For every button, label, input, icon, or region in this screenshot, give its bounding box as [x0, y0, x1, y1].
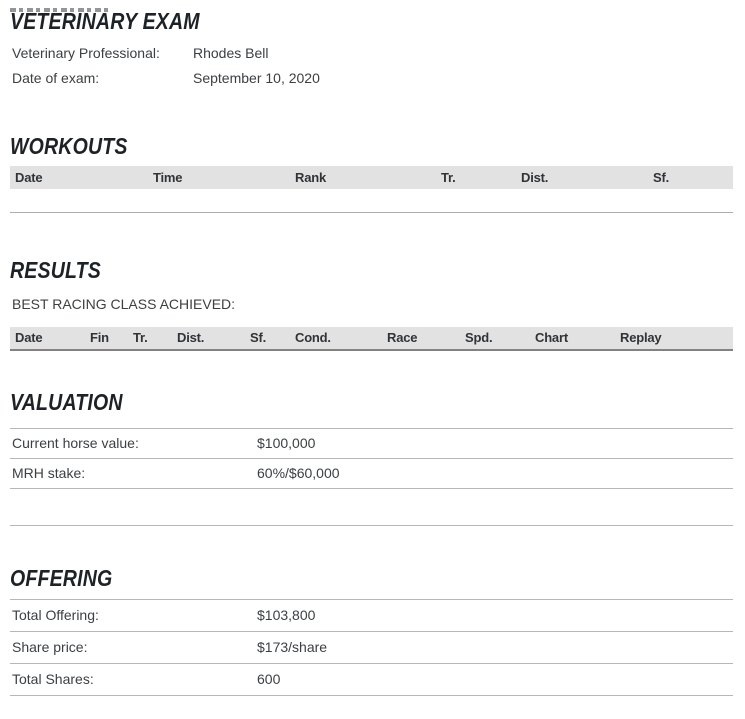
row-value: 60%/$60,000: [257, 465, 340, 481]
best-racing-class-label: BEST RACING CLASS ACHIEVED:: [12, 295, 236, 312]
column-header-race: Race: [382, 326, 460, 351]
offering-detail-page: VETERINARY EXAM Veterinary Professional:…: [0, 8, 745, 719]
row-value: $100,000: [257, 435, 316, 451]
row-value: 600: [257, 671, 281, 687]
vet-exam-rows: Veterinary Professional: Rhodes Bell Dat…: [10, 40, 733, 90]
section-title: VETERINARY EXAM: [10, 8, 200, 34]
section-workouts-heading: WORKOUTS: [10, 133, 733, 159]
column-header-cond: Cond.: [290, 326, 382, 351]
valuation-empty-row: [10, 489, 733, 526]
column-header-dist: Dist.: [172, 326, 245, 351]
current-horse-value-row: Current horse value: $100,000: [10, 429, 733, 459]
column-header-sf: Sf.: [245, 326, 290, 351]
results-table: Date Fin Tr. Dist. Sf. Cond. Race Spd. C…: [10, 326, 733, 351]
exam-date-row: Date of exam: September 10, 2020: [10, 65, 733, 90]
column-header-time: Time: [148, 166, 290, 189]
row-value: Rhodes Bell: [193, 44, 269, 61]
column-header-tr: Tr.: [436, 166, 516, 189]
section-title: WORKOUTS: [10, 133, 128, 159]
row-value: $103,800: [257, 607, 316, 623]
row-label: Veterinary Professional:: [12, 44, 160, 61]
workouts-empty-row: [10, 189, 733, 213]
total-offering-row: Total Offering: $103,800: [10, 600, 733, 632]
section-valuation-heading: VALUATION: [10, 389, 733, 415]
row-label: Share price:: [12, 639, 88, 655]
vet-professional-row: Veterinary Professional: Rhodes Bell: [10, 40, 733, 65]
section-title: OFFERING: [10, 564, 113, 591]
row-label: Date of exam:: [12, 69, 100, 86]
column-header-tr: Tr.: [128, 326, 172, 351]
column-header-chart: Chart: [530, 326, 615, 351]
column-header-fin: Fin: [85, 326, 128, 351]
offering-table: Total Offering: $103,800 Share price: $1…: [10, 598, 733, 696]
column-header-dist: Dist.: [516, 166, 648, 189]
share-price-row: Share price: $173/share: [10, 632, 733, 664]
workouts-header-row: Date Time Rank Tr. Dist. Sf.: [10, 166, 733, 189]
clipped-text-sliver: [10, 8, 110, 12]
row-label: Total Shares:: [12, 671, 94, 687]
workouts-table: Date Time Rank Tr. Dist. Sf.: [10, 166, 733, 213]
row-value: $173/share: [257, 639, 328, 655]
section-veterinary-exam-heading: VETERINARY EXAM: [10, 8, 733, 34]
column-header-date: Date: [10, 326, 85, 351]
column-header-rank: Rank: [290, 166, 436, 189]
row-label: Total Offering:: [12, 607, 99, 623]
row-label: MRH stake:: [12, 465, 86, 481]
section-offering-heading: OFFERING: [10, 565, 733, 591]
results-header-row: Date Fin Tr. Dist. Sf. Cond. Race Spd. C…: [10, 326, 733, 351]
total-shares-row: Total Shares: 600: [10, 664, 733, 696]
section-title: VALUATION: [10, 388, 123, 415]
mrh-stake-row: MRH stake: 60%/$60,000: [10, 459, 733, 489]
column-header-replay: Replay: [615, 326, 733, 351]
column-header-sf: Sf.: [648, 166, 733, 189]
section-title: RESULTS: [10, 256, 101, 283]
column-header-date: Date: [10, 166, 148, 189]
row-label: Current horse value:: [12, 435, 139, 451]
section-results-heading: RESULTS: [10, 257, 733, 283]
valuation-table: Current horse value: $100,000 MRH stake:…: [10, 427, 733, 526]
column-header-spd: Spd.: [460, 326, 530, 351]
row-value: September 10, 2020: [193, 69, 320, 86]
